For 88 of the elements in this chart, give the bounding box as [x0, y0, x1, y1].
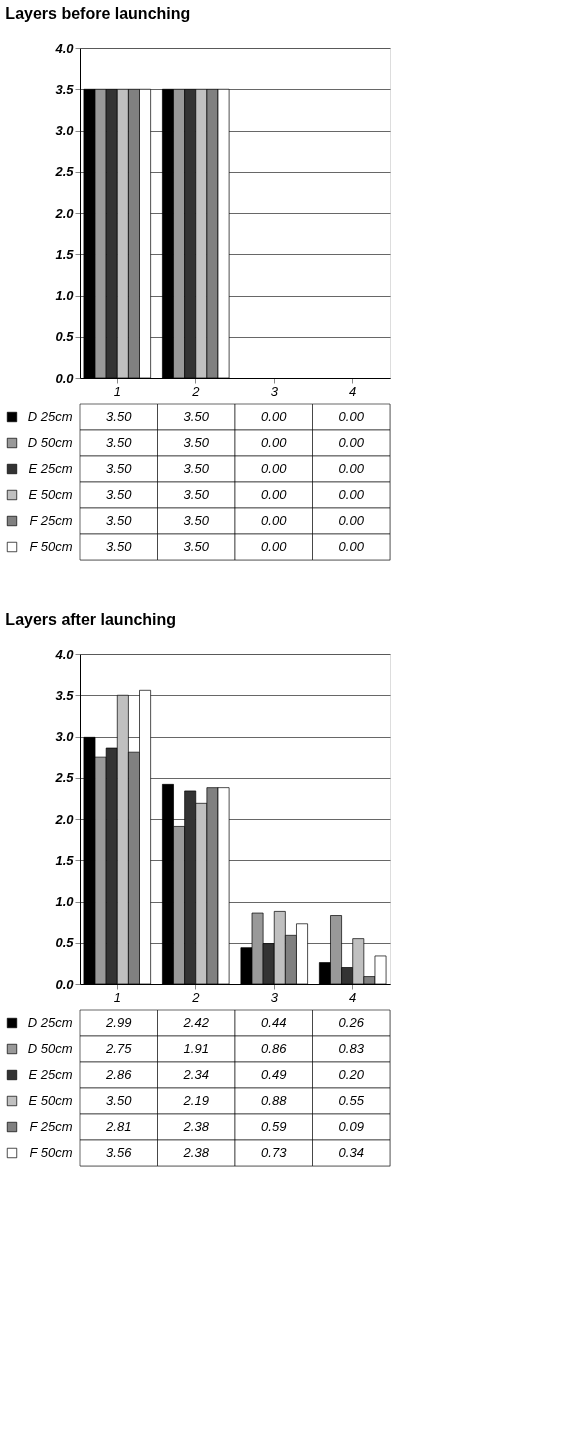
- data-label: 0.00: [261, 461, 288, 476]
- data-label: 2.19: [182, 1093, 209, 1108]
- data-label: 3.50: [106, 1093, 133, 1108]
- data-label: 0.55: [338, 1093, 365, 1108]
- y-tick-label: 0.5: [55, 935, 75, 951]
- data-label: 2.99: [105, 1015, 132, 1030]
- y-tick-label: 2.0: [54, 811, 75, 827]
- legend-label: F 50cm: [29, 1145, 73, 1160]
- data-label: 3.50: [183, 487, 210, 502]
- legend-label: D 25cm: [27, 409, 73, 424]
- data-label: 3.50: [106, 409, 133, 424]
- data-label: 3.56: [106, 1145, 133, 1160]
- data-label: 0.26: [338, 1015, 365, 1030]
- data-label: 2.34: [182, 1067, 209, 1082]
- data-label: 2.42: [182, 1015, 210, 1030]
- y-tick-label: 2.5: [54, 770, 75, 786]
- data-label: 2.81: [105, 1119, 132, 1134]
- x-tick-label: 4: [349, 989, 357, 1005]
- y-tick-label: 4.0: [54, 40, 75, 56]
- y-tick-label: 1.5: [55, 852, 75, 868]
- data-label: 0.00: [261, 539, 288, 554]
- legend-label: E 50cm: [28, 487, 73, 502]
- y-tick-label: 1.0: [55, 288, 75, 303]
- legend-label: F 50cm: [29, 539, 73, 554]
- data-label: 0.49: [261, 1067, 287, 1082]
- data-label: 2.86: [105, 1067, 133, 1082]
- y-tick-label: 0.5: [55, 329, 75, 345]
- y-tick-label: 3.5: [55, 687, 75, 703]
- data-label: 0.59: [261, 1119, 287, 1134]
- data-label: 2.38: [182, 1145, 210, 1160]
- y-tick-label: 0.0: [55, 976, 75, 992]
- x-tick-label: 2: [191, 383, 201, 399]
- data-label: 0.73: [261, 1145, 288, 1160]
- data-label: 0.00: [261, 435, 288, 450]
- chart-title: Layers before launching: [5, 4, 191, 22]
- data-label: 0.00: [261, 487, 288, 502]
- data-label: 3.50: [106, 539, 133, 554]
- data-label: 2.75: [105, 1041, 133, 1056]
- data-label: 1.91: [183, 1041, 209, 1056]
- y-tick-label: 2.0: [54, 205, 75, 221]
- chart-title: Layers after launching: [5, 610, 177, 628]
- legend-label: D 50cm: [27, 435, 73, 450]
- y-tick-label: 1.0: [55, 894, 75, 909]
- data-label: 0.00: [261, 409, 288, 424]
- legend-label: F 25cm: [29, 513, 73, 528]
- y-tick-label: 2.5: [54, 164, 75, 180]
- data-label: 3.50: [183, 513, 210, 528]
- x-tick-label: 2: [191, 989, 201, 1005]
- data-label: 0.20: [338, 1067, 365, 1082]
- y-tick-label: 1.5: [55, 246, 75, 262]
- data-label: 0.00: [338, 487, 365, 502]
- data-label: 3.50: [106, 461, 133, 476]
- y-tick-label: 0.0: [55, 370, 75, 386]
- x-tick-label: 1: [113, 989, 121, 1005]
- x-tick-label: 3: [270, 989, 279, 1005]
- data-label: 0.00: [338, 409, 365, 424]
- data-label: 0.09: [338, 1119, 364, 1134]
- data-label: 3.50: [106, 513, 133, 528]
- x-tick-label: 1: [113, 383, 121, 399]
- data-label: 0.83: [338, 1041, 365, 1056]
- y-tick-label: 3.0: [55, 729, 75, 744]
- data-label: 0.88: [261, 1093, 288, 1108]
- data-label: 0.44: [261, 1015, 287, 1030]
- y-tick-label: 3.0: [55, 123, 75, 138]
- data-label: 0.00: [338, 539, 365, 554]
- data-label: 3.50: [183, 461, 210, 476]
- x-tick-label: 3: [270, 383, 279, 399]
- y-tick-label: 4.0: [54, 646, 75, 662]
- data-label: 0.00: [338, 461, 365, 476]
- legend-label: E 25cm: [28, 461, 73, 476]
- data-label: 3.50: [106, 435, 133, 450]
- data-label: 0.86: [261, 1041, 288, 1056]
- legend-label: D 50cm: [27, 1041, 73, 1056]
- data-label: 3.50: [183, 409, 210, 424]
- legend-label: E 25cm: [28, 1067, 73, 1082]
- legend-label: E 50cm: [28, 1093, 73, 1108]
- data-label: 0.00: [338, 513, 365, 528]
- data-label: 2.38: [182, 1119, 210, 1134]
- data-label: 3.50: [183, 435, 210, 450]
- data-label: 0.00: [338, 435, 365, 450]
- legend-label: D 25cm: [27, 1015, 73, 1030]
- data-label: 3.50: [183, 539, 210, 554]
- x-tick-label: 4: [349, 383, 357, 399]
- y-tick-label: 3.5: [55, 81, 75, 97]
- data-label: 0.34: [338, 1145, 364, 1160]
- legend-label: F 25cm: [29, 1119, 73, 1134]
- data-label: 0.00: [261, 513, 288, 528]
- data-label: 3.50: [106, 487, 133, 502]
